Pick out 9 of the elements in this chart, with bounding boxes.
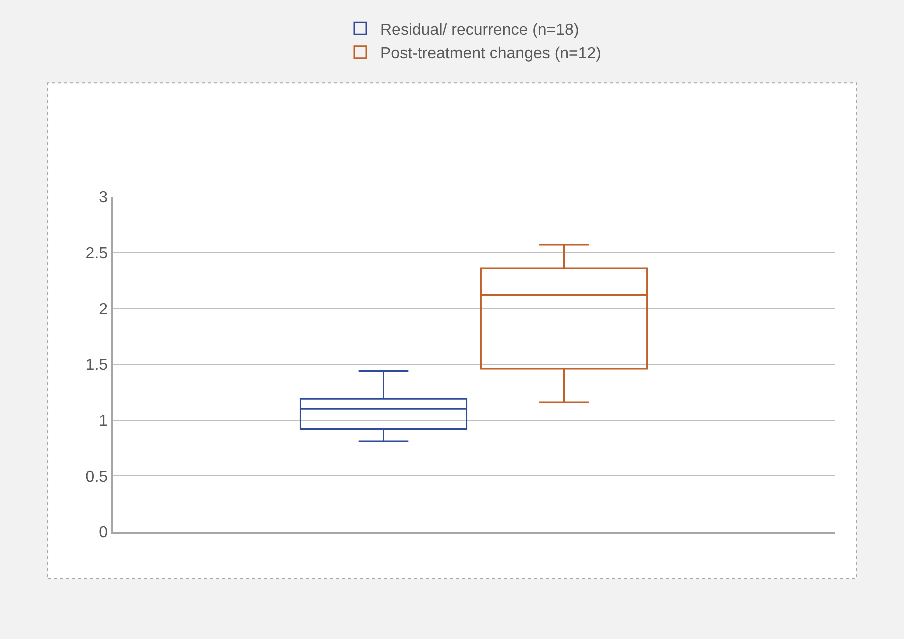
y-tick-label: 2 <box>99 301 108 318</box>
legend-label: Post-treatment changes (n=12) <box>380 46 602 63</box>
legend-label: Residual/ recurrence (n=18) <box>380 22 580 39</box>
y-tick-label: 0 <box>99 524 108 542</box>
y-tick-label: 1.5 <box>86 357 108 374</box>
y-tick-label: 1 <box>99 412 108 430</box>
y-tick-label: 0.5 <box>86 468 108 486</box>
y-tick-label: 3 <box>99 190 108 207</box>
y-tick-label: 2.5 <box>86 245 108 262</box>
